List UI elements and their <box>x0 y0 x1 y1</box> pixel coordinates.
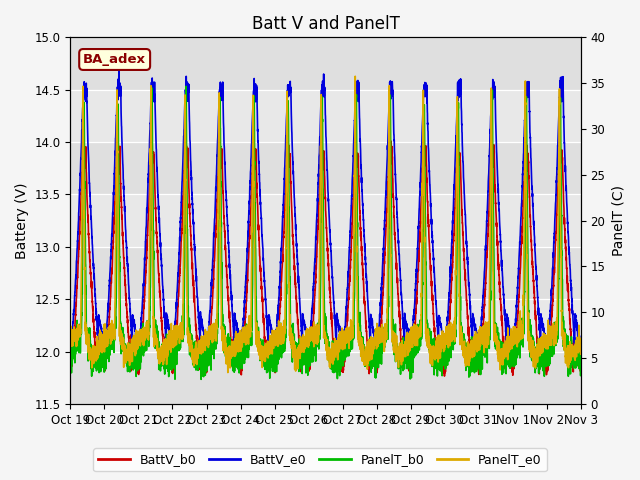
Bar <box>70 351 581 404</box>
Text: BA_adex: BA_adex <box>83 53 146 66</box>
Title: Batt V and PanelT: Batt V and PanelT <box>252 15 399 33</box>
Y-axis label: PanelT (C): PanelT (C) <box>611 185 625 256</box>
Bar <box>70 37 581 90</box>
Bar <box>70 194 581 247</box>
Y-axis label: Battery (V): Battery (V) <box>15 182 29 259</box>
Bar <box>70 90 581 142</box>
Bar <box>70 247 581 299</box>
Legend: BattV_b0, BattV_e0, PanelT_b0, PanelT_e0: BattV_b0, BattV_e0, PanelT_b0, PanelT_e0 <box>93 448 547 471</box>
Bar <box>70 142 581 194</box>
Bar <box>70 299 581 351</box>
